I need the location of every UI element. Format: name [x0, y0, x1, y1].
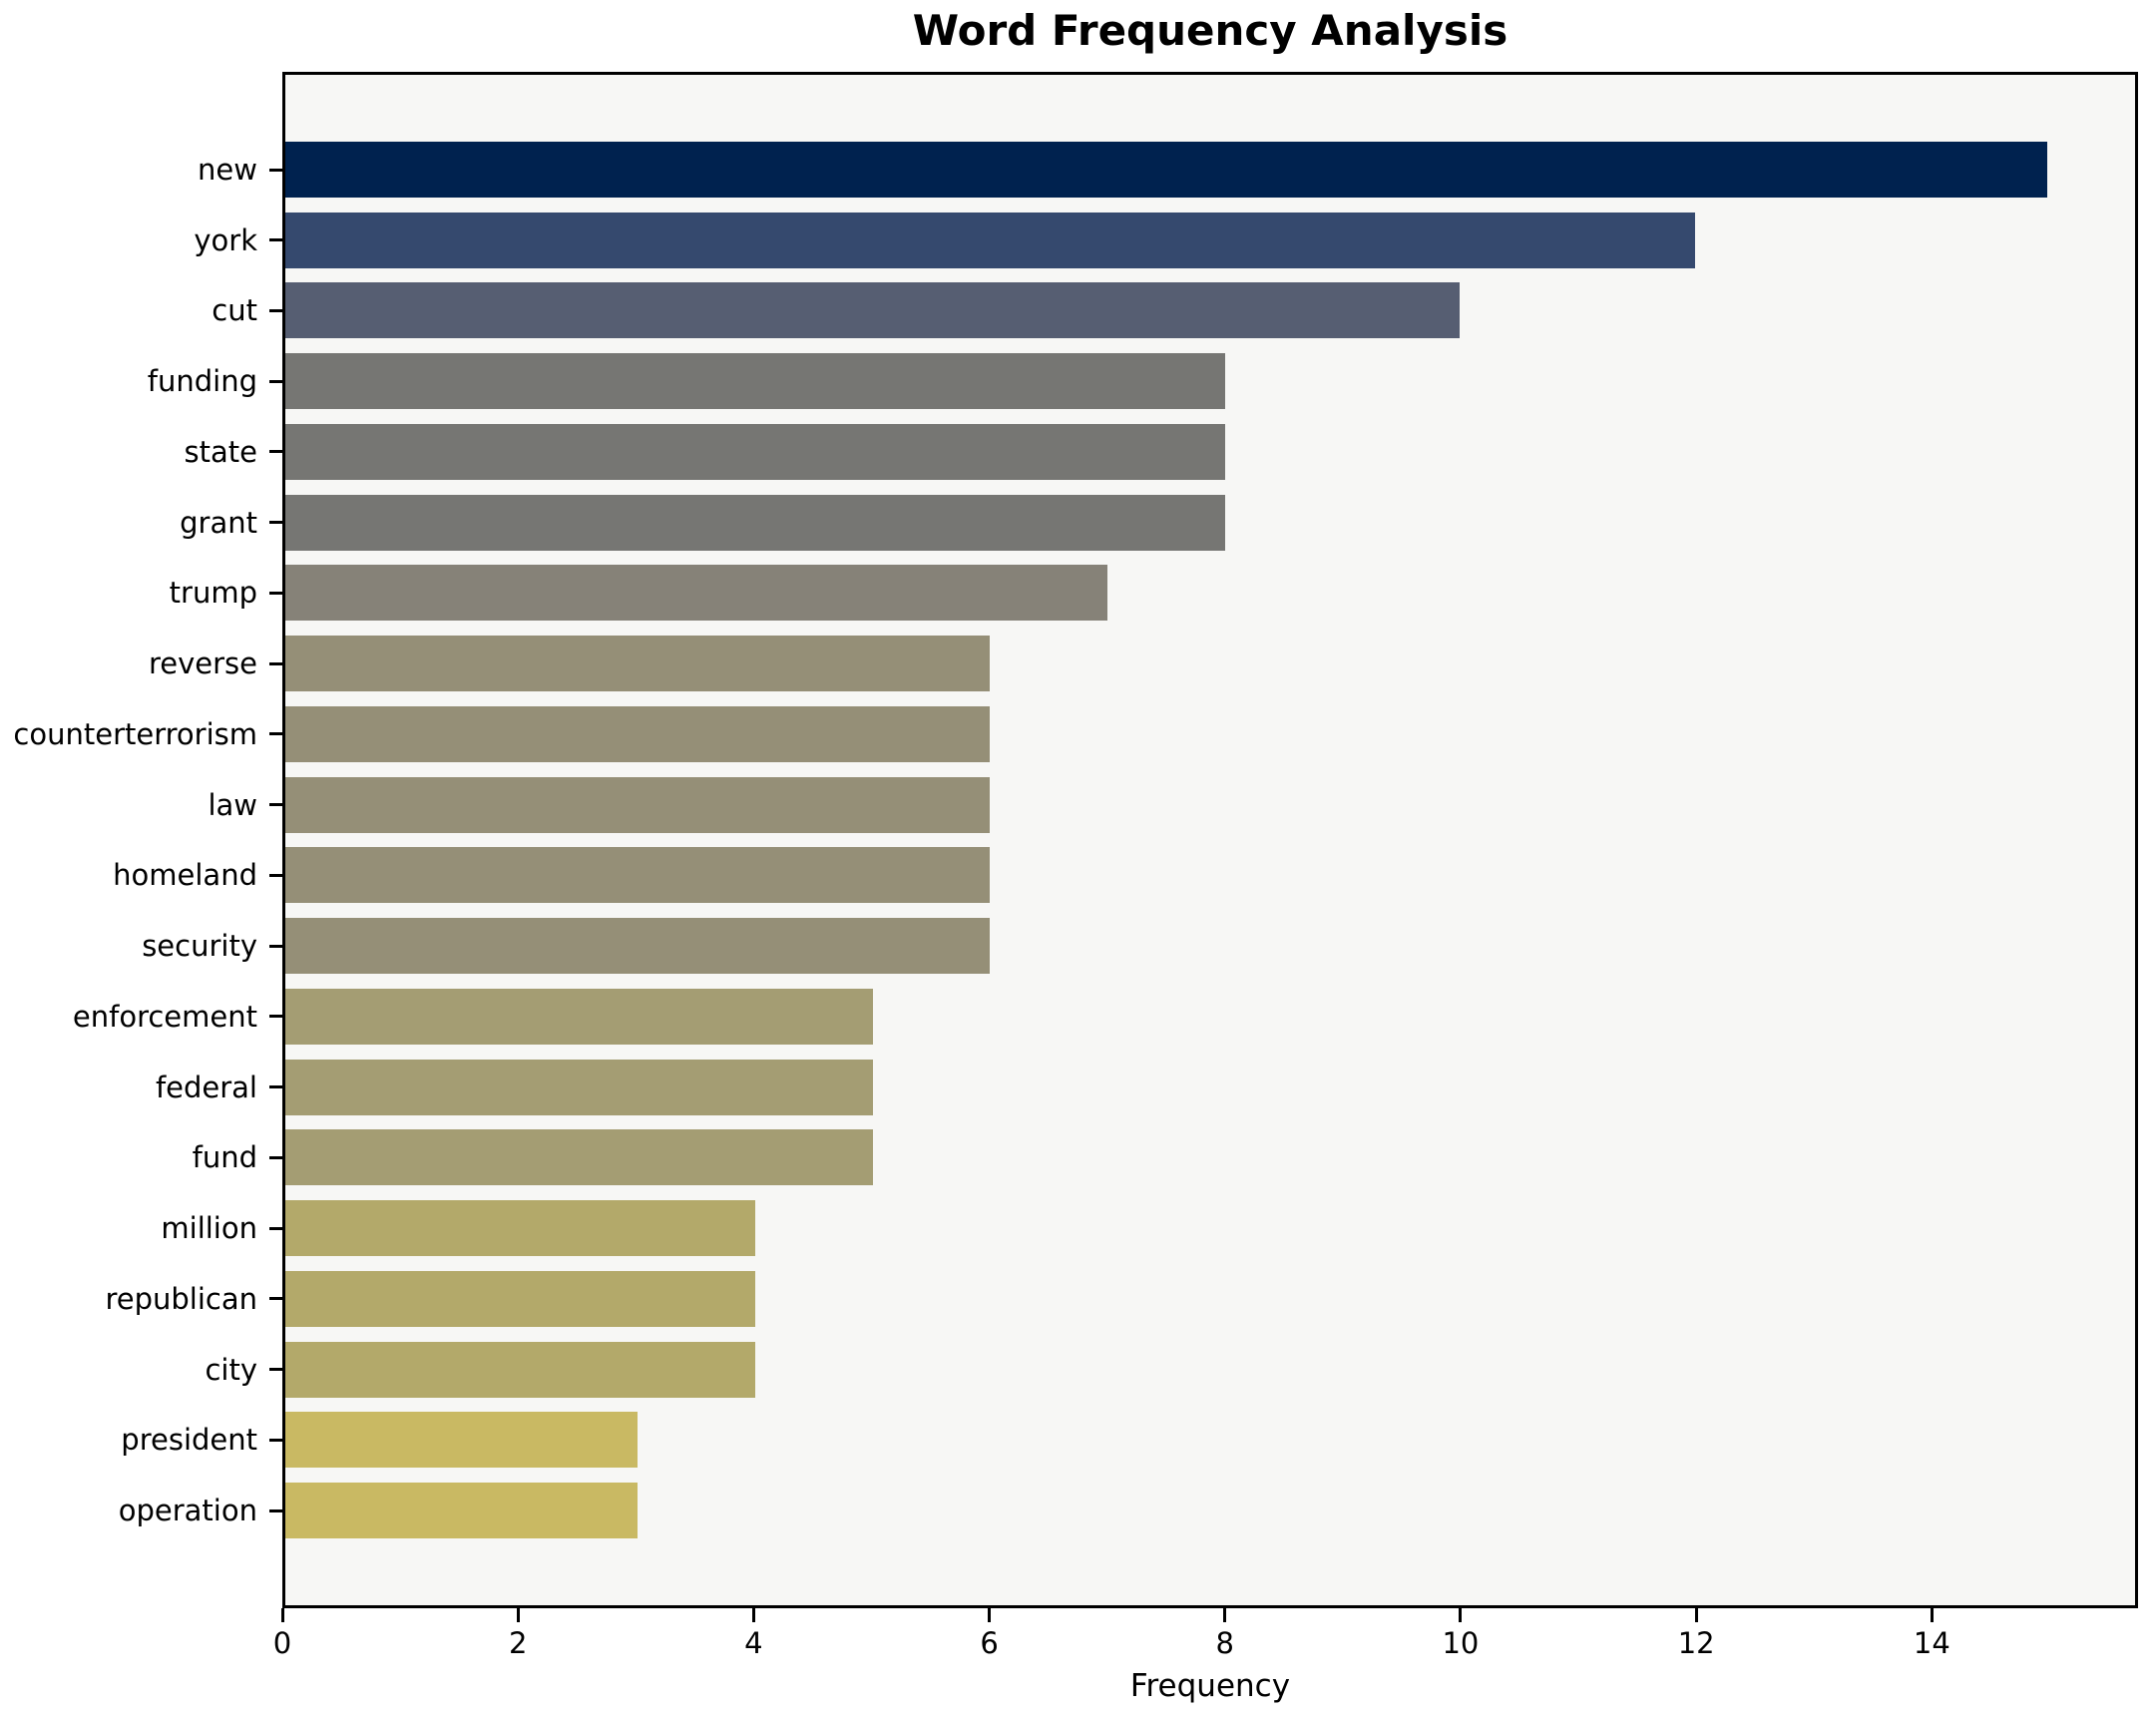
y-tick-mark	[269, 591, 282, 595]
chart-title: Word Frequency Analysis	[912, 6, 1509, 55]
x-tick-label-14: 14	[1913, 1626, 1950, 1660]
y-tick-mark	[269, 308, 282, 312]
y-tick-label-reverse: reverse	[148, 646, 257, 681]
bar-security	[285, 918, 991, 975]
bar-operation	[285, 1483, 639, 1539]
x-tick-label-6: 6	[980, 1626, 999, 1660]
y-tick-label-cut: cut	[212, 293, 257, 328]
bar-cut	[285, 282, 1461, 339]
bar-counterterrorism	[285, 705, 991, 762]
y-tick-mark	[269, 1085, 282, 1089]
x-tick-label-10: 10	[1442, 1626, 1480, 1660]
y-tick-label-grant: grant	[180, 505, 257, 540]
y-tick-mark	[269, 168, 282, 172]
x-tick-mark	[280, 1608, 284, 1622]
bar-new	[285, 142, 2047, 198]
x-tick-label-12: 12	[1677, 1626, 1715, 1660]
x-tick-label-4: 4	[744, 1626, 763, 1660]
y-tick-mark	[269, 450, 282, 454]
y-tick-label-federal: federal	[155, 1070, 257, 1104]
bar-federal	[285, 1059, 873, 1115]
x-tick-mark	[1930, 1608, 1934, 1622]
bar-city	[285, 1341, 755, 1398]
bar-reverse	[285, 636, 991, 692]
y-tick-label-security: security	[142, 929, 257, 964]
y-tick-mark	[269, 379, 282, 383]
x-tick-mark	[1694, 1608, 1698, 1622]
y-tick-mark	[269, 944, 282, 948]
y-tick-mark	[269, 732, 282, 736]
x-tick-mark	[751, 1608, 755, 1622]
y-tick-mark	[269, 1438, 282, 1442]
y-tick-label-york: york	[194, 222, 257, 257]
bar-funding	[285, 353, 1225, 410]
y-tick-mark	[269, 1015, 282, 1019]
y-tick-label-counterterrorism: counterterrorism	[13, 716, 257, 751]
bar-law	[285, 776, 991, 833]
y-tick-label-trump: trump	[169, 576, 257, 611]
x-tick-label-8: 8	[1215, 1626, 1234, 1660]
bar-state	[285, 423, 1225, 480]
x-tick-mark	[988, 1608, 992, 1622]
y-tick-mark	[269, 1226, 282, 1230]
y-tick-mark	[269, 521, 282, 525]
y-tick-mark	[269, 1508, 282, 1512]
bar-grant	[285, 494, 1225, 551]
y-tick-label-new: new	[198, 153, 257, 187]
bar-trump	[285, 565, 1107, 622]
y-tick-mark	[269, 238, 282, 242]
x-tick-label-0: 0	[272, 1626, 292, 1660]
y-tick-label-funding: funding	[147, 364, 257, 399]
y-tick-mark	[269, 873, 282, 877]
y-tick-label-fund: fund	[192, 1140, 257, 1175]
x-tick-label-2: 2	[508, 1626, 528, 1660]
y-tick-mark	[269, 1368, 282, 1372]
y-tick-mark	[269, 661, 282, 665]
y-tick-label-million: million	[161, 1211, 257, 1246]
bar-york	[285, 212, 1695, 268]
x-tick-mark	[516, 1608, 520, 1622]
bar-president	[285, 1412, 639, 1469]
y-tick-label-operation: operation	[118, 1494, 257, 1528]
y-tick-mark	[269, 1155, 282, 1159]
y-tick-label-law: law	[208, 787, 257, 822]
bar-enforcement	[285, 988, 873, 1045]
bar-homeland	[285, 847, 991, 904]
x-axis-label: Frequency	[1129, 1668, 1291, 1704]
y-tick-label-president: president	[121, 1423, 257, 1458]
y-tick-label-state: state	[184, 434, 257, 469]
bar-republican	[285, 1270, 755, 1327]
y-tick-mark	[269, 1297, 282, 1301]
y-tick-mark	[269, 803, 282, 807]
y-tick-label-republican: republican	[105, 1281, 257, 1316]
x-tick-mark	[1459, 1608, 1463, 1622]
y-tick-label-homeland: homeland	[113, 858, 257, 893]
bar-fund	[285, 1129, 873, 1186]
bar-million	[285, 1200, 755, 1257]
x-tick-mark	[1223, 1608, 1227, 1622]
plot-area	[282, 72, 2138, 1608]
y-tick-label-enforcement: enforcement	[72, 999, 257, 1034]
y-tick-label-city: city	[205, 1352, 257, 1387]
